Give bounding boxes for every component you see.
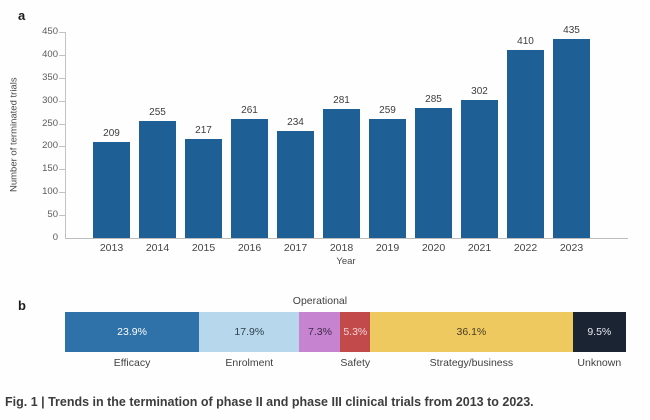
y-axis-tick-label: 150 (42, 163, 58, 175)
segment-unknown: 9.5% Unknown (572, 312, 626, 369)
y-axis-tick-mark (59, 192, 65, 194)
bar-value-label: 259 (379, 105, 396, 117)
segment-label: Enrolment (225, 357, 274, 369)
segment-label: Unknown (577, 357, 622, 369)
bar-2023 (553, 38, 590, 238)
y-axis-tick-label: 0 (52, 232, 58, 243)
x-axis-tick-label: 2016 (237, 242, 262, 254)
x-axis-tick-label: 2022 (513, 242, 538, 254)
bar-value-label: 302 (471, 85, 488, 97)
bar-value-label: 410 (517, 36, 534, 48)
x-axis-tick-label: 2014 (145, 242, 170, 254)
bar-value-label: 234 (287, 116, 304, 128)
x-axis-tick-label: 2019 (375, 242, 400, 254)
y-axis-tick-label: 200 (42, 140, 58, 152)
y-axis-tick-label: 450 (42, 26, 58, 37)
segment-percentage: 23.9% (117, 326, 147, 338)
y-axis-tick-mark (59, 77, 65, 79)
segment-enrolment: 17.9% Enrolment (199, 312, 300, 369)
y-axis-tick-mark (59, 215, 65, 217)
figure-caption: Fig. 1 | Trends in the termination of ph… (5, 395, 534, 409)
segment-strategy-business: 36.1% Strategy/business (370, 312, 573, 369)
panel-a-label: a (18, 8, 26, 23)
segment-percentage: 36.1% (456, 326, 487, 338)
segment-percentage: 9.5% (587, 326, 612, 338)
y-axis-tick-label: 400 (42, 48, 58, 60)
bar-value-label: 285 (425, 93, 442, 105)
bar-2017 (277, 130, 314, 238)
x-axis-tick-label: 2013 (99, 242, 124, 254)
bar-2013 (93, 142, 130, 238)
segment-percentage: 7.3% (307, 326, 332, 338)
y-axis-tick-mark (59, 32, 65, 33)
segment-safety: 5.3% Safety (340, 312, 370, 369)
y-axis-tick-label: 250 (42, 117, 58, 129)
y-axis-tick-mark (59, 100, 65, 102)
y-axis-tick-label: 50 (47, 209, 58, 221)
segment-operational: 7.3% Operational (293, 295, 347, 352)
bar-2021 (461, 99, 498, 238)
bar-2020 (415, 107, 452, 238)
y-axis-tick-mark (59, 123, 65, 125)
segment-label: Strategy/business (429, 357, 514, 369)
y-axis-tick-mark (59, 54, 65, 56)
terminated-trials-bar-chart: 0 50 100 150 200 250 300 350 400 450 209 2013 255 201… (42, 25, 628, 254)
termination-reasons-stacked-bar: 23.9% Efficacy 17.9% Enrolment 7.3% Operation… (65, 295, 626, 369)
segment-label: Safety (340, 357, 371, 369)
bar-value-label: 281 (333, 95, 350, 107)
bar-value-label: 217 (195, 124, 212, 136)
bar-2019 (369, 119, 406, 238)
panel-b-label: b (18, 298, 26, 313)
bar-value-label: 209 (103, 128, 120, 140)
x-axis-tick-label: 2020 (421, 242, 446, 254)
y-axis-tick-label: 350 (42, 71, 58, 83)
x-axis-tick-label: 2023 (559, 242, 584, 254)
bar-2016 (231, 118, 268, 238)
segment-efficacy: 23.9% Efficacy (65, 312, 200, 369)
y-axis-title: Number of terminated trials (8, 77, 20, 193)
x-axis-tick-label: 2018 (329, 242, 354, 254)
bar-2018 (323, 109, 360, 238)
x-axis-tick-label: 2021 (467, 242, 492, 254)
y-axis-tick-mark (59, 169, 65, 171)
bar-2015 (185, 138, 222, 238)
segment-percentage: 5.3% (343, 326, 368, 338)
bar-value-label: 261 (241, 104, 258, 116)
segment-label: Operational (292, 295, 348, 307)
bar-2022 (507, 50, 544, 238)
segment-label: Efficacy (113, 357, 151, 369)
segment-percentage: 17.9% (234, 326, 265, 338)
x-axis-title: Year (336, 256, 356, 267)
x-axis-tick-label: 2015 (191, 242, 216, 254)
bar-value-label: 435 (563, 24, 580, 36)
bar-value-label: 255 (149, 107, 166, 119)
y-axis-tick-mark (59, 146, 65, 148)
bar-2014 (139, 121, 176, 238)
y-axis-tick-label: 300 (42, 94, 58, 106)
x-axis-tick-label: 2017 (283, 242, 308, 254)
y-axis-tick-label: 100 (42, 186, 58, 198)
